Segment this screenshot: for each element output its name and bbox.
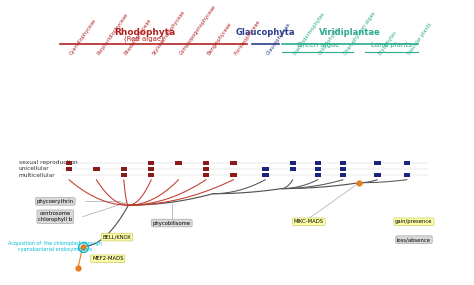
Bar bbox=[120, 167, 127, 171]
Text: Porphyridiophyceae: Porphyridiophyceae bbox=[96, 12, 129, 56]
Text: Compsopogonophyceae: Compsopogonophyceae bbox=[179, 4, 217, 56]
Text: Cyanidiophyceae: Cyanidiophyceae bbox=[69, 18, 98, 56]
Text: centrosome
chlorophyll b: centrosome chlorophyll b bbox=[38, 211, 72, 222]
Bar bbox=[262, 167, 269, 171]
Bar bbox=[203, 173, 209, 177]
Bar bbox=[175, 161, 182, 165]
Bar bbox=[315, 161, 321, 165]
Text: Glaucophyta: Glaucophyta bbox=[236, 28, 295, 37]
Text: Rhodophyta: Rhodophyta bbox=[114, 28, 175, 37]
Text: Chlorophytes: Chlorophytes bbox=[318, 26, 341, 56]
Text: phycobilisome: phycobilisome bbox=[153, 221, 191, 225]
Bar bbox=[340, 161, 346, 165]
Text: BELL/KNOX: BELL/KNOX bbox=[102, 235, 131, 240]
Text: Glaucophyceae: Glaucophyceae bbox=[265, 22, 292, 56]
Bar bbox=[203, 167, 209, 171]
Text: loss/absence: loss/absence bbox=[397, 237, 431, 242]
Text: Bangiophyceae: Bangiophyceae bbox=[206, 21, 232, 56]
Text: Bryophytes: Bryophytes bbox=[377, 30, 398, 56]
Text: Acquisition of  the chloroplast through
cyanobacterial endosymbiosis: Acquisition of the chloroplast through c… bbox=[9, 241, 102, 252]
Bar bbox=[230, 161, 237, 165]
Text: multicellular: multicellular bbox=[18, 173, 55, 178]
Bar bbox=[148, 173, 155, 177]
Bar bbox=[374, 161, 381, 165]
Text: Land plants: Land plants bbox=[371, 42, 411, 48]
Text: Charophycean algae: Charophycean algae bbox=[343, 11, 377, 56]
Text: Rhodellophyceae: Rhodellophyceae bbox=[124, 18, 153, 56]
Text: gain/presence: gain/presence bbox=[395, 219, 433, 224]
Bar bbox=[230, 173, 237, 177]
Bar bbox=[66, 161, 72, 165]
Bar bbox=[93, 167, 100, 171]
Bar bbox=[340, 167, 346, 171]
Bar bbox=[290, 161, 296, 165]
Text: Green algae: Green algae bbox=[297, 42, 339, 48]
Text: MEF2-MADS: MEF2-MADS bbox=[92, 256, 124, 261]
Bar bbox=[315, 173, 321, 177]
Text: Vascular plants: Vascular plants bbox=[407, 22, 433, 56]
Text: Viridiplantae: Viridiplantae bbox=[319, 28, 381, 37]
Bar bbox=[404, 173, 410, 177]
Text: phycoerythrin: phycoerythrin bbox=[36, 199, 74, 204]
Text: unicellular: unicellular bbox=[18, 166, 49, 172]
Bar bbox=[148, 161, 155, 165]
Text: sexual reproduction: sexual reproduction bbox=[18, 160, 77, 165]
Bar bbox=[374, 173, 381, 177]
Bar bbox=[340, 173, 346, 177]
Text: Stylonematophyceae: Stylonematophyceae bbox=[151, 9, 186, 56]
Bar bbox=[120, 173, 127, 177]
Bar bbox=[290, 167, 296, 171]
Text: (Red algae): (Red algae) bbox=[124, 35, 164, 42]
Bar bbox=[66, 167, 72, 171]
Bar bbox=[203, 161, 209, 165]
Text: Florideophyceae: Florideophyceae bbox=[233, 19, 262, 56]
Text: MIKC-MADS: MIKC-MADS bbox=[294, 219, 324, 224]
Bar bbox=[148, 167, 155, 171]
Bar bbox=[262, 173, 269, 177]
Text: Prasinodermophytes: Prasinodermophytes bbox=[293, 11, 327, 56]
Bar bbox=[404, 161, 410, 165]
Bar bbox=[315, 167, 321, 171]
